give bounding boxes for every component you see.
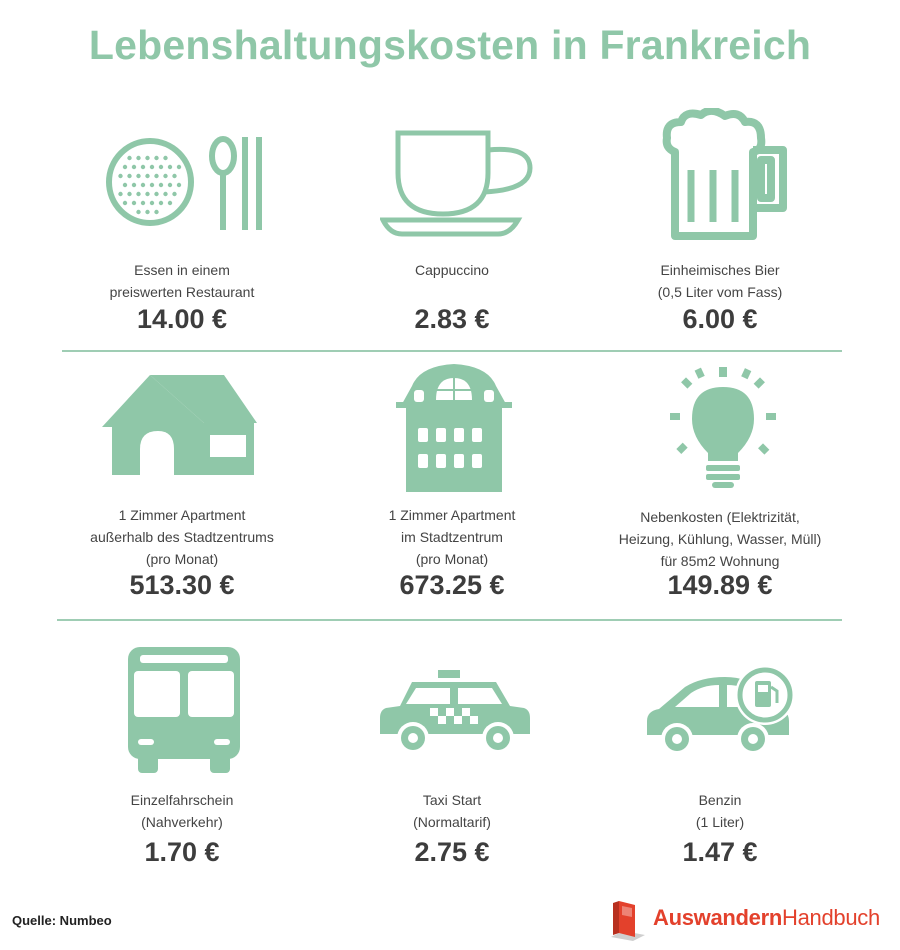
plate-dot: [163, 155, 168, 161]
plate-dot: [167, 200, 173, 206]
coffee-cup-icon: [380, 130, 533, 237]
plate-dot: [118, 173, 123, 179]
plate-dot: [149, 200, 155, 206]
item-price: 1.70 €: [144, 837, 220, 867]
plate-dot: [163, 173, 168, 179]
item-price: 149.89 €: [667, 570, 773, 600]
plate-dot: [149, 164, 155, 170]
plate-dot: [122, 182, 128, 188]
item-label: Einheimisches Bier (0,5 Liter vom Fass): [657, 262, 783, 300]
row-divider: [57, 619, 842, 621]
bus-icon: [128, 647, 240, 773]
light-bulb-icon: [670, 367, 776, 488]
item-label: Einzelfahrschein (Nahverkehr): [130, 792, 234, 830]
plate-dot: [122, 200, 128, 206]
item-price: 1.47 €: [682, 837, 758, 867]
plate-dot: [136, 209, 141, 215]
plate-dot: [145, 173, 150, 179]
plate-dot: [172, 191, 177, 197]
item-price: 6.00 €: [682, 304, 758, 334]
plate-dot: [149, 182, 155, 188]
item-label: Cappuccino: [415, 262, 489, 278]
brand-name: AuswandernHandbuch: [653, 905, 880, 930]
item-label: Benzin (1 Liter): [695, 792, 745, 830]
plate-dot: [140, 164, 146, 170]
plate-dot: [163, 191, 168, 197]
plate-dot: [158, 182, 164, 188]
row-divider: [62, 350, 842, 352]
plate-dot: [131, 200, 137, 206]
brand-logo: AuswandernHandbuch: [605, 897, 895, 942]
plate-dot: [158, 164, 164, 170]
plate-dot: [154, 173, 159, 179]
plate-dot: [167, 164, 173, 170]
city-building-icon: [396, 364, 512, 492]
plate-dot: [154, 191, 159, 197]
plate-dot: [131, 182, 137, 188]
item-label: Essen in einem preiswerten Restaurant: [109, 262, 255, 300]
beer-mug-icon: [662, 108, 787, 240]
plate-dot: [154, 209, 159, 215]
plate-dot: [158, 200, 164, 206]
plate-dot: [136, 191, 141, 197]
item-label: Nebenkosten (Elektrizität, Heizung, Kühl…: [618, 509, 822, 569]
item-label: 1 Zimmer Apartment im Stadtzentrum (pro …: [388, 507, 516, 567]
house-icon: [102, 375, 257, 475]
plate-dot: [131, 164, 137, 170]
plate-dot: [145, 209, 150, 215]
book-logo-icon: [611, 901, 645, 941]
plate-dot: [140, 182, 146, 188]
plate-dot: [145, 155, 150, 161]
car-fuel-icon: [647, 665, 795, 755]
item-price: 2.75 €: [414, 837, 490, 867]
plate-dot: [122, 164, 128, 170]
plate-dot: [172, 173, 177, 179]
item-label: Taxi Start (Normaltarif): [413, 792, 491, 830]
item-price: 14.00 €: [136, 304, 228, 334]
plate-dot: [140, 200, 146, 206]
plate-dot: [118, 191, 123, 197]
plate-dot: [154, 155, 159, 161]
plate-dot: [136, 155, 141, 161]
plate-dot: [127, 191, 132, 197]
plate-dot: [136, 173, 141, 179]
item-label: 1 Zimmer Apartment außerhalb des Stadtze…: [90, 507, 274, 567]
item-price: 513.30 €: [129, 570, 235, 600]
plate-dot: [167, 182, 173, 188]
taxi-icon: [380, 670, 530, 754]
plate-dot: [176, 182, 182, 188]
page-title: Lebenshaltungskosten in Frankreich: [88, 22, 812, 68]
restaurant-icon: [106, 136, 262, 230]
item-price: 2.83 €: [414, 304, 490, 334]
plate-dot: [176, 164, 182, 170]
plate-dot: [145, 191, 150, 197]
source-note: Quelle: Numbeo: [12, 913, 112, 928]
plate-dot: [127, 173, 132, 179]
plate-dot: [127, 155, 132, 161]
item-price: 673.25 €: [399, 570, 505, 600]
